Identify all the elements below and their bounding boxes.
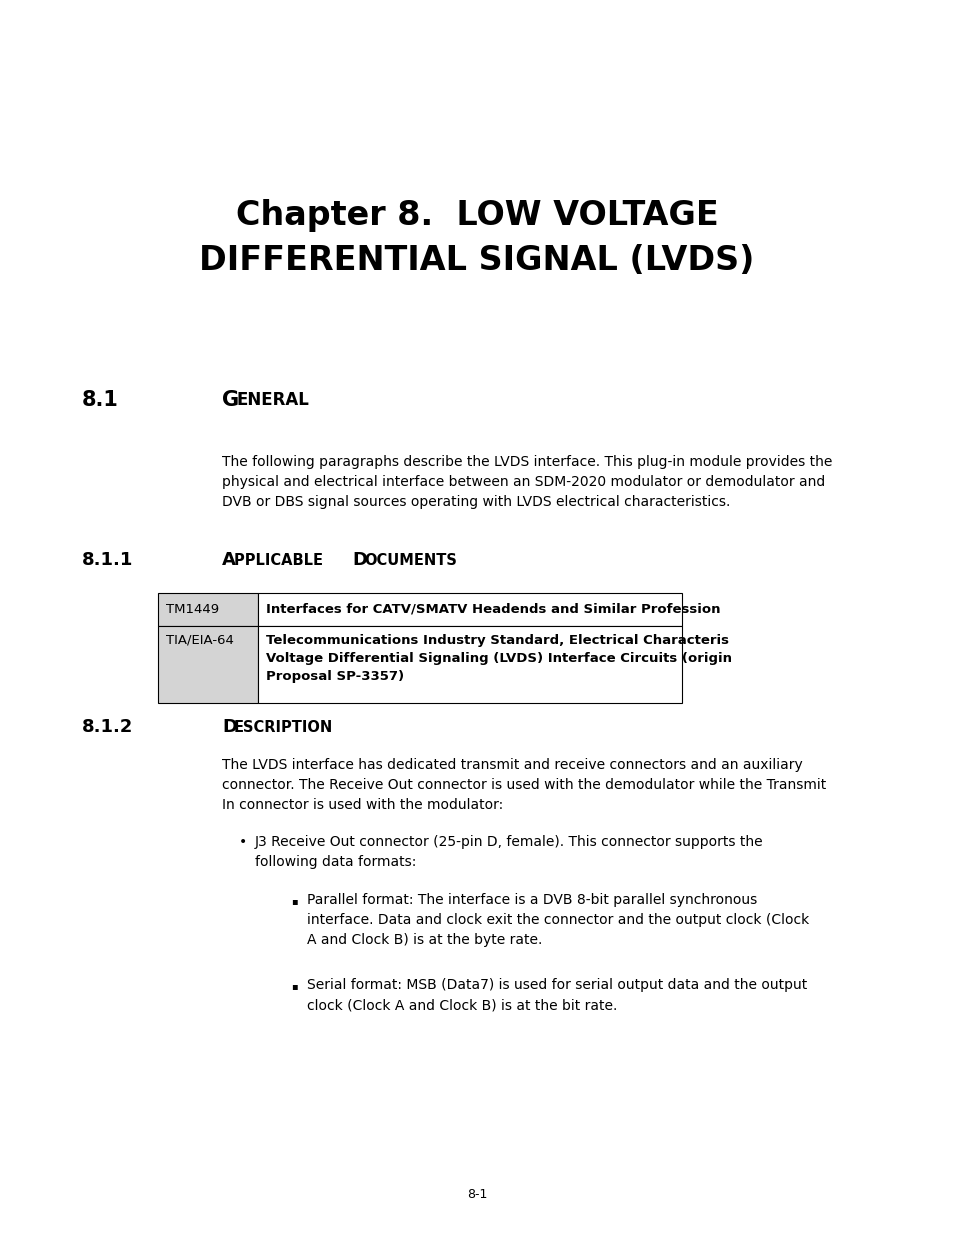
Text: 8.1.1: 8.1.1	[82, 551, 133, 569]
Text: TIA/EIA-64: TIA/EIA-64	[166, 634, 233, 646]
Text: OCUMENTS: OCUMENTS	[364, 552, 456, 568]
Text: ▪: ▪	[291, 981, 297, 990]
Text: D: D	[352, 551, 367, 569]
Text: A: A	[222, 551, 235, 569]
Bar	[158, 626, 257, 703]
Text: D: D	[222, 718, 236, 736]
Text: J3 Receive Out connector (25-pin D, female). This connector supports the
followi: J3 Receive Out connector (25-pin D, fema…	[254, 835, 762, 869]
Text: ESCRIPTION: ESCRIPTION	[233, 720, 333, 735]
Text: ▪: ▪	[291, 897, 297, 906]
Text: The following paragraphs describe the LVDS interface. This plug-in module provid: The following paragraphs describe the LV…	[222, 454, 832, 509]
Bar	[158, 593, 257, 626]
Text: The LVDS interface has dedicated transmit and receive connectors and an auxiliar: The LVDS interface has dedicated transmi…	[222, 758, 825, 813]
Text: 8.1.2: 8.1.2	[82, 718, 133, 736]
Text: TM1449: TM1449	[166, 603, 219, 616]
Text: Serial format: MSB (Data7) is used for serial output data and the output
clock (: Serial format: MSB (Data7) is used for s…	[307, 978, 806, 1011]
Text: Parallel format: The interface is a DVB 8-bit parallel synchronous
interface. Da: Parallel format: The interface is a DVB …	[307, 893, 808, 947]
Text: •: •	[238, 835, 247, 848]
Text: PPLICABLE: PPLICABLE	[233, 552, 328, 568]
Bar	[257, 626, 681, 703]
Text: DIFFERENTIAL SIGNAL (LVDS): DIFFERENTIAL SIGNAL (LVDS)	[199, 243, 754, 277]
Text: Proposal SP-3357): Proposal SP-3357)	[266, 671, 404, 683]
Text: 8.1: 8.1	[82, 390, 119, 410]
Text: ENERAL: ENERAL	[235, 391, 309, 409]
Text: 8-1: 8-1	[466, 1188, 487, 1202]
Bar	[257, 593, 681, 626]
Text: G: G	[222, 390, 239, 410]
Text: Chapter 8.  LOW VOLTAGE: Chapter 8. LOW VOLTAGE	[235, 199, 718, 231]
Text: Voltage Differential Signaling (LVDS) Interface Circuits (origin: Voltage Differential Signaling (LVDS) In…	[266, 652, 731, 664]
Text: Telecommunications Industry Standard, Electrical Characteris: Telecommunications Industry Standard, El…	[266, 634, 728, 647]
Text: Interfaces for CATV/SMATV Headends and Similar Profession: Interfaces for CATV/SMATV Headends and S…	[266, 603, 720, 616]
